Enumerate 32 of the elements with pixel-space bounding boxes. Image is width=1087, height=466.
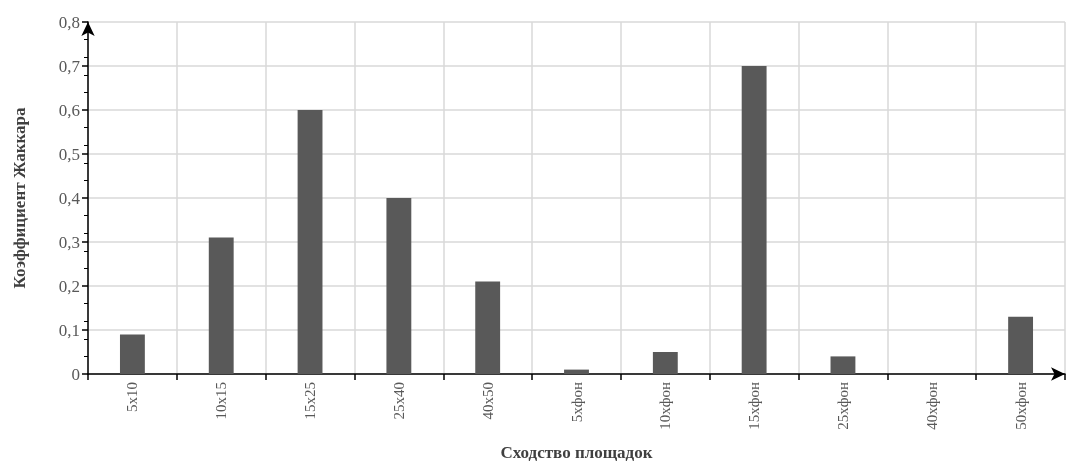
y-tick-label: 0 [71,364,80,384]
x-tick-label: 15xфон [746,382,763,430]
x-tick-label: 25xфон [834,382,851,430]
x-tick-label: 10x15 [213,382,230,420]
y-tick-label: 0,3 [58,232,80,252]
x-tick-label: 10xфон [657,382,674,430]
y-tick-label: 0,8 [58,12,80,32]
bar [652,352,678,374]
y-tick-label: 0,5 [58,144,80,164]
bar [830,356,856,374]
bar [564,369,589,374]
bar [119,334,145,374]
y-tick-label: 0,2 [58,276,80,296]
x-tick-label: 25x40 [390,382,407,420]
y-tick-label: 0,1 [58,320,80,340]
bar [1008,316,1034,374]
y-tick-label: 0,7 [58,56,81,76]
y-tick-label: 0,6 [58,100,80,120]
x-axis-title: Сходство площадок [500,443,653,462]
bar [475,281,501,374]
x-tick-label: 50xфон [1012,382,1029,430]
x-tick-label: 40x50 [479,382,496,420]
bar [386,198,412,374]
bar [208,237,234,374]
bar [741,66,767,374]
x-tick-label: 5xфон [568,382,585,423]
x-tick-label: 15x25 [302,382,319,420]
x-tick-label: 5x10 [124,382,141,412]
x-tick-label: 40xфон [923,382,940,430]
y-tick-label: 0,4 [58,188,81,208]
y-axis-title: Коэффициент Жаккара [10,107,29,289]
bar [297,110,323,374]
